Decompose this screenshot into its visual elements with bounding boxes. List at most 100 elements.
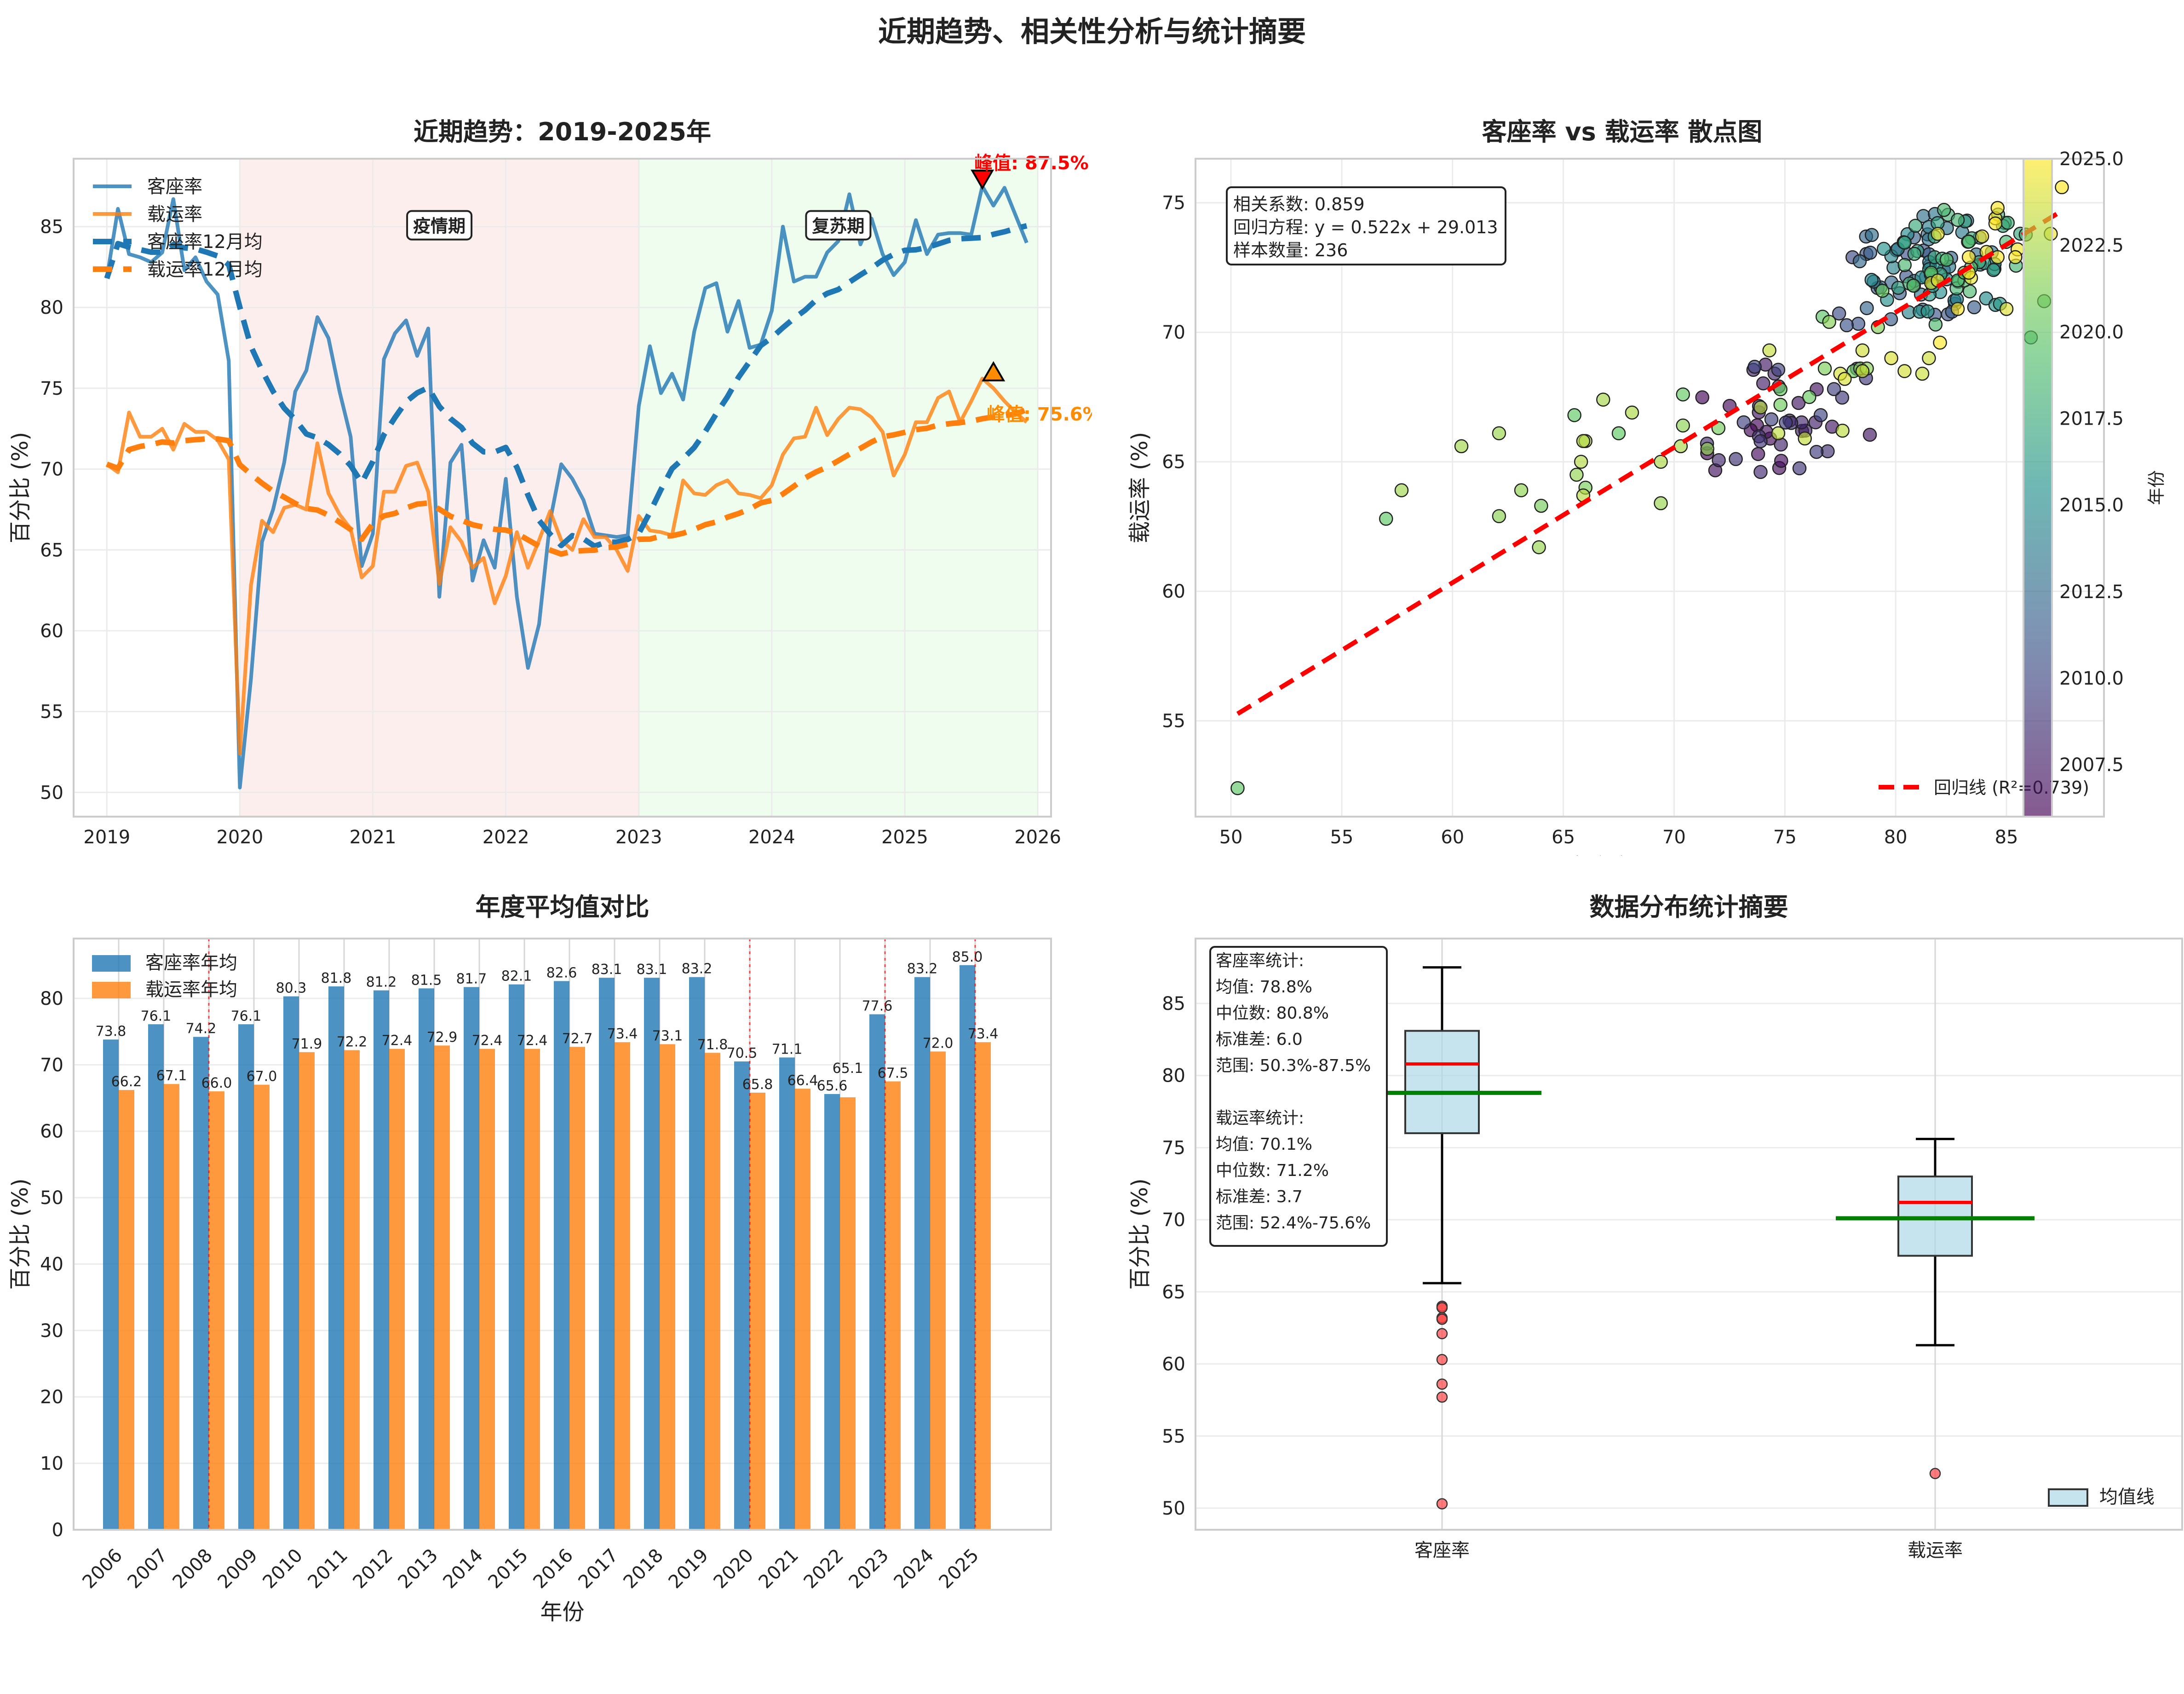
scatter-point <box>1454 439 1469 454</box>
scatter-point <box>1975 229 1989 244</box>
colorbar-tick-label: 2012.5 <box>2059 582 2124 603</box>
scatter-point <box>1736 415 1751 430</box>
x-tick-label: 2025 <box>881 827 928 848</box>
bar-value-label: 65.6 <box>817 1078 848 1094</box>
scatter-point <box>1937 203 1951 217</box>
bar-value-label: 65.1 <box>833 1060 863 1077</box>
recent-trend-chart: 近期趋势：2019-2025年 50 55 60 65 70 75 80 85 2019 2020 2… <box>7 117 1092 848</box>
bar-cargo <box>885 1081 901 1530</box>
x-tick-label: 客座率 <box>1414 1540 1470 1561</box>
scatter-point <box>1839 318 1854 333</box>
stats-line: 中位数: 71.2% <box>1216 1161 1329 1180</box>
box <box>1404 1030 1480 1135</box>
scatter-point <box>1753 465 1768 479</box>
scatter-point <box>1534 499 1548 513</box>
y-tick-label: 65 <box>1162 452 1185 473</box>
chart-title: 客座率 vs 载运率 散点图 <box>1482 117 1763 146</box>
scatter-point <box>1851 317 1866 331</box>
pandemic-region <box>240 159 639 817</box>
series-line-2 <box>105 376 1028 755</box>
bar-pax <box>103 1039 119 1530</box>
scatter-point <box>1864 273 1879 287</box>
stats-line: 中位数: 80.8% <box>1216 1004 1329 1023</box>
scatter-point <box>1611 426 1626 441</box>
scatter-point <box>1928 317 1943 332</box>
bar-cargo <box>750 1092 765 1530</box>
bar-value-label: 66.0 <box>201 1075 232 1091</box>
bar-cargo <box>975 1042 991 1530</box>
x-tick-label: 2023 <box>615 827 662 848</box>
region-label-box <box>805 210 872 241</box>
scatter-point <box>1695 390 1709 404</box>
scatter-point <box>1863 246 1878 260</box>
scatter-point <box>1950 302 1965 316</box>
recovery-region <box>638 159 1038 817</box>
bar-cargo <box>840 1097 856 1530</box>
scatter-point <box>1798 431 1812 446</box>
y-tick-label: 50 <box>40 1187 63 1209</box>
scatter-point <box>1990 201 2005 215</box>
scatter-point <box>1625 405 1639 420</box>
y-tick-label: 65 <box>1162 1282 1185 1303</box>
y-tick-label: 75 <box>40 378 63 399</box>
x-tick-label: 2019 <box>665 1545 713 1593</box>
bar-value-label: 81.8 <box>321 970 352 986</box>
scatter-point <box>1920 304 1935 318</box>
scatter-point <box>1860 301 1874 315</box>
bar-value-label: 71.8 <box>697 1037 728 1053</box>
y-tick-label: 75 <box>1162 193 1185 214</box>
bar-value-label: 72.7 <box>562 1031 593 1047</box>
scatter-point <box>1967 300 1982 315</box>
scatter-point <box>1809 444 1824 459</box>
stats-line: 样本数量: 236 <box>1233 240 1348 260</box>
y-tick-label: 30 <box>40 1320 63 1342</box>
scatter-chart: 客座率 vs 载运率 散点图 55 60 65 70 75 50 55 60 65 70 75 80 85… <box>1127 117 2167 856</box>
annual-average-chart: 年度平均值对比 0 10 20 30 40 50 60 70 80 73.8 66.2 2006 76.1… <box>7 893 1052 1625</box>
y-tick-label: 70 <box>40 1054 63 1076</box>
bar-value-label: 81.2 <box>366 974 397 991</box>
stats-line: 均值: 78.8% <box>1216 978 1312 997</box>
bar-cargo <box>660 1044 675 1530</box>
stats-line: 标准差: 3.7 <box>1216 1187 1303 1206</box>
bar-value-label: 80.3 <box>276 980 307 997</box>
legend-label: 载运率 <box>147 204 202 225</box>
y-tick-label: 80 <box>1162 1066 1185 1087</box>
scatter-point <box>1712 453 1726 467</box>
scatter-point <box>1379 512 1393 526</box>
y-tick-label: 10 <box>40 1453 63 1475</box>
scatter-point <box>1492 509 1506 524</box>
outlier-point <box>1436 1328 1448 1340</box>
x-tick-label: 2017 <box>575 1545 623 1593</box>
stats-line: 范围: 52.4%-75.6% <box>1216 1214 1371 1233</box>
y-tick-label: 80 <box>40 988 63 1009</box>
outlier-point <box>1436 1391 1448 1403</box>
x-tick-label: 2006 <box>79 1545 127 1593</box>
scatter-point <box>1596 392 1610 407</box>
y-tick-label: 50 <box>40 782 63 803</box>
bar-value-label: 72.9 <box>427 1029 458 1045</box>
bar-cargo <box>795 1089 810 1530</box>
y-tick-label: 60 <box>40 621 63 642</box>
y-tick-label: 60 <box>1162 581 1185 602</box>
colorbar-label: 年份 <box>2146 470 2167 505</box>
scatter-point <box>1747 359 1762 374</box>
x-tick-label: 载运率 <box>1908 1540 1963 1561</box>
peak-marker-pax <box>971 169 994 190</box>
bar-value-label: 66.2 <box>111 1074 142 1090</box>
legend-swatch <box>92 955 131 972</box>
bar-value-label: 65.8 <box>742 1077 773 1093</box>
bar-cargo <box>299 1052 315 1530</box>
scatter-point <box>1492 426 1506 441</box>
scatter-point <box>1764 412 1779 426</box>
bar-cargo <box>705 1053 720 1530</box>
bar-value-label: 67.5 <box>878 1065 908 1081</box>
bar-value-label: 72.2 <box>337 1034 368 1050</box>
y-tick-label: 60 <box>40 1121 63 1142</box>
x-tick-label: 65 <box>1552 827 1575 848</box>
stats-line: 客座率统计: <box>1216 951 1304 970</box>
bar-cargo <box>344 1050 360 1530</box>
x-tick-label: 75 <box>1773 827 1797 848</box>
stats-line: 均值: 70.1% <box>1216 1135 1312 1154</box>
scatter-point <box>1908 219 1923 233</box>
y-tick-label: 80 <box>40 297 63 318</box>
